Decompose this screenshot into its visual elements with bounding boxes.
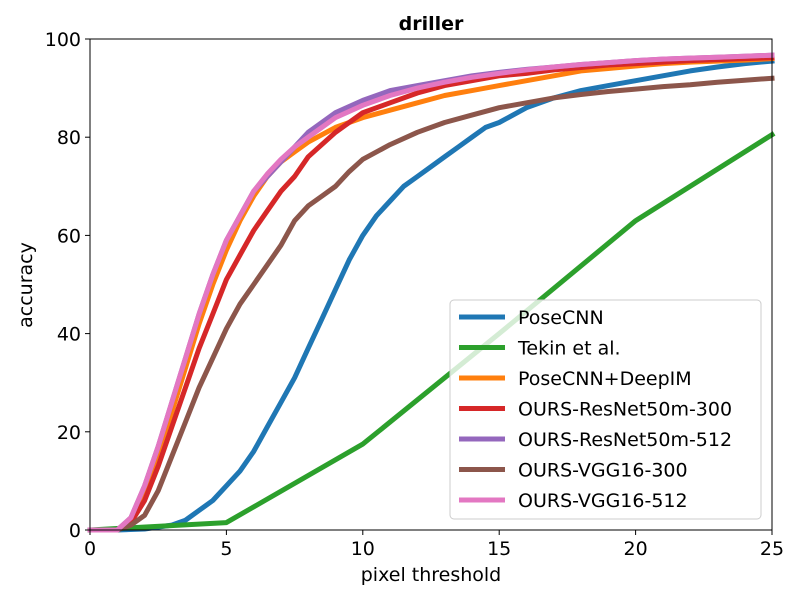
legend-label: OURS-ResNet50m-300 (518, 399, 732, 421)
legend-label: OURS-VGG16-512 (518, 490, 688, 512)
series-line-5 (87, 75, 775, 533)
series-line-3 (87, 55, 775, 533)
x-tick-label: 25 (760, 538, 784, 560)
y-axis: 0 20 40 60 80 100 (45, 29, 90, 542)
y-tick-label: 0 (69, 520, 81, 542)
y-tick-label: 20 (57, 422, 81, 444)
legend-label: PoseCNN (518, 307, 604, 329)
legend-box (449, 299, 762, 520)
plot-lines (87, 52, 776, 533)
y-tick-label: 60 (57, 225, 81, 247)
x-axis: 0 5 10 15 20 25 (84, 530, 784, 560)
legend-label: OURS-ResNet50m-512 (518, 429, 732, 451)
series-line-1 (87, 131, 776, 533)
y-tick-label: 80 (57, 127, 81, 149)
legend: PoseCNN Tekin et al. PoseCNN+DeepIM OURS-Re… (449, 299, 762, 520)
plot-frame (89, 38, 773, 531)
series-line-0 (87, 58, 775, 533)
legend-label: OURS-VGG16-300 (518, 460, 688, 482)
series-line-2 (87, 55, 775, 533)
x-tick-label: 0 (84, 538, 96, 560)
y-axis-label: accuracy (15, 242, 37, 328)
series-line-6 (87, 52, 775, 533)
x-tick-label: 20 (624, 538, 648, 560)
legend-label: PoseCNN+DeepIM (518, 368, 692, 390)
x-tick-label: 5 (220, 538, 232, 560)
x-tick-label: 15 (487, 538, 511, 560)
legend-label: Tekin et al. (517, 338, 621, 360)
y-tick-label: 40 (57, 324, 81, 346)
chart-title: driller (399, 13, 464, 35)
x-tick-label: 10 (351, 538, 375, 560)
y-tick-label: 100 (45, 29, 81, 51)
x-axis-label: pixel threshold (361, 564, 502, 586)
